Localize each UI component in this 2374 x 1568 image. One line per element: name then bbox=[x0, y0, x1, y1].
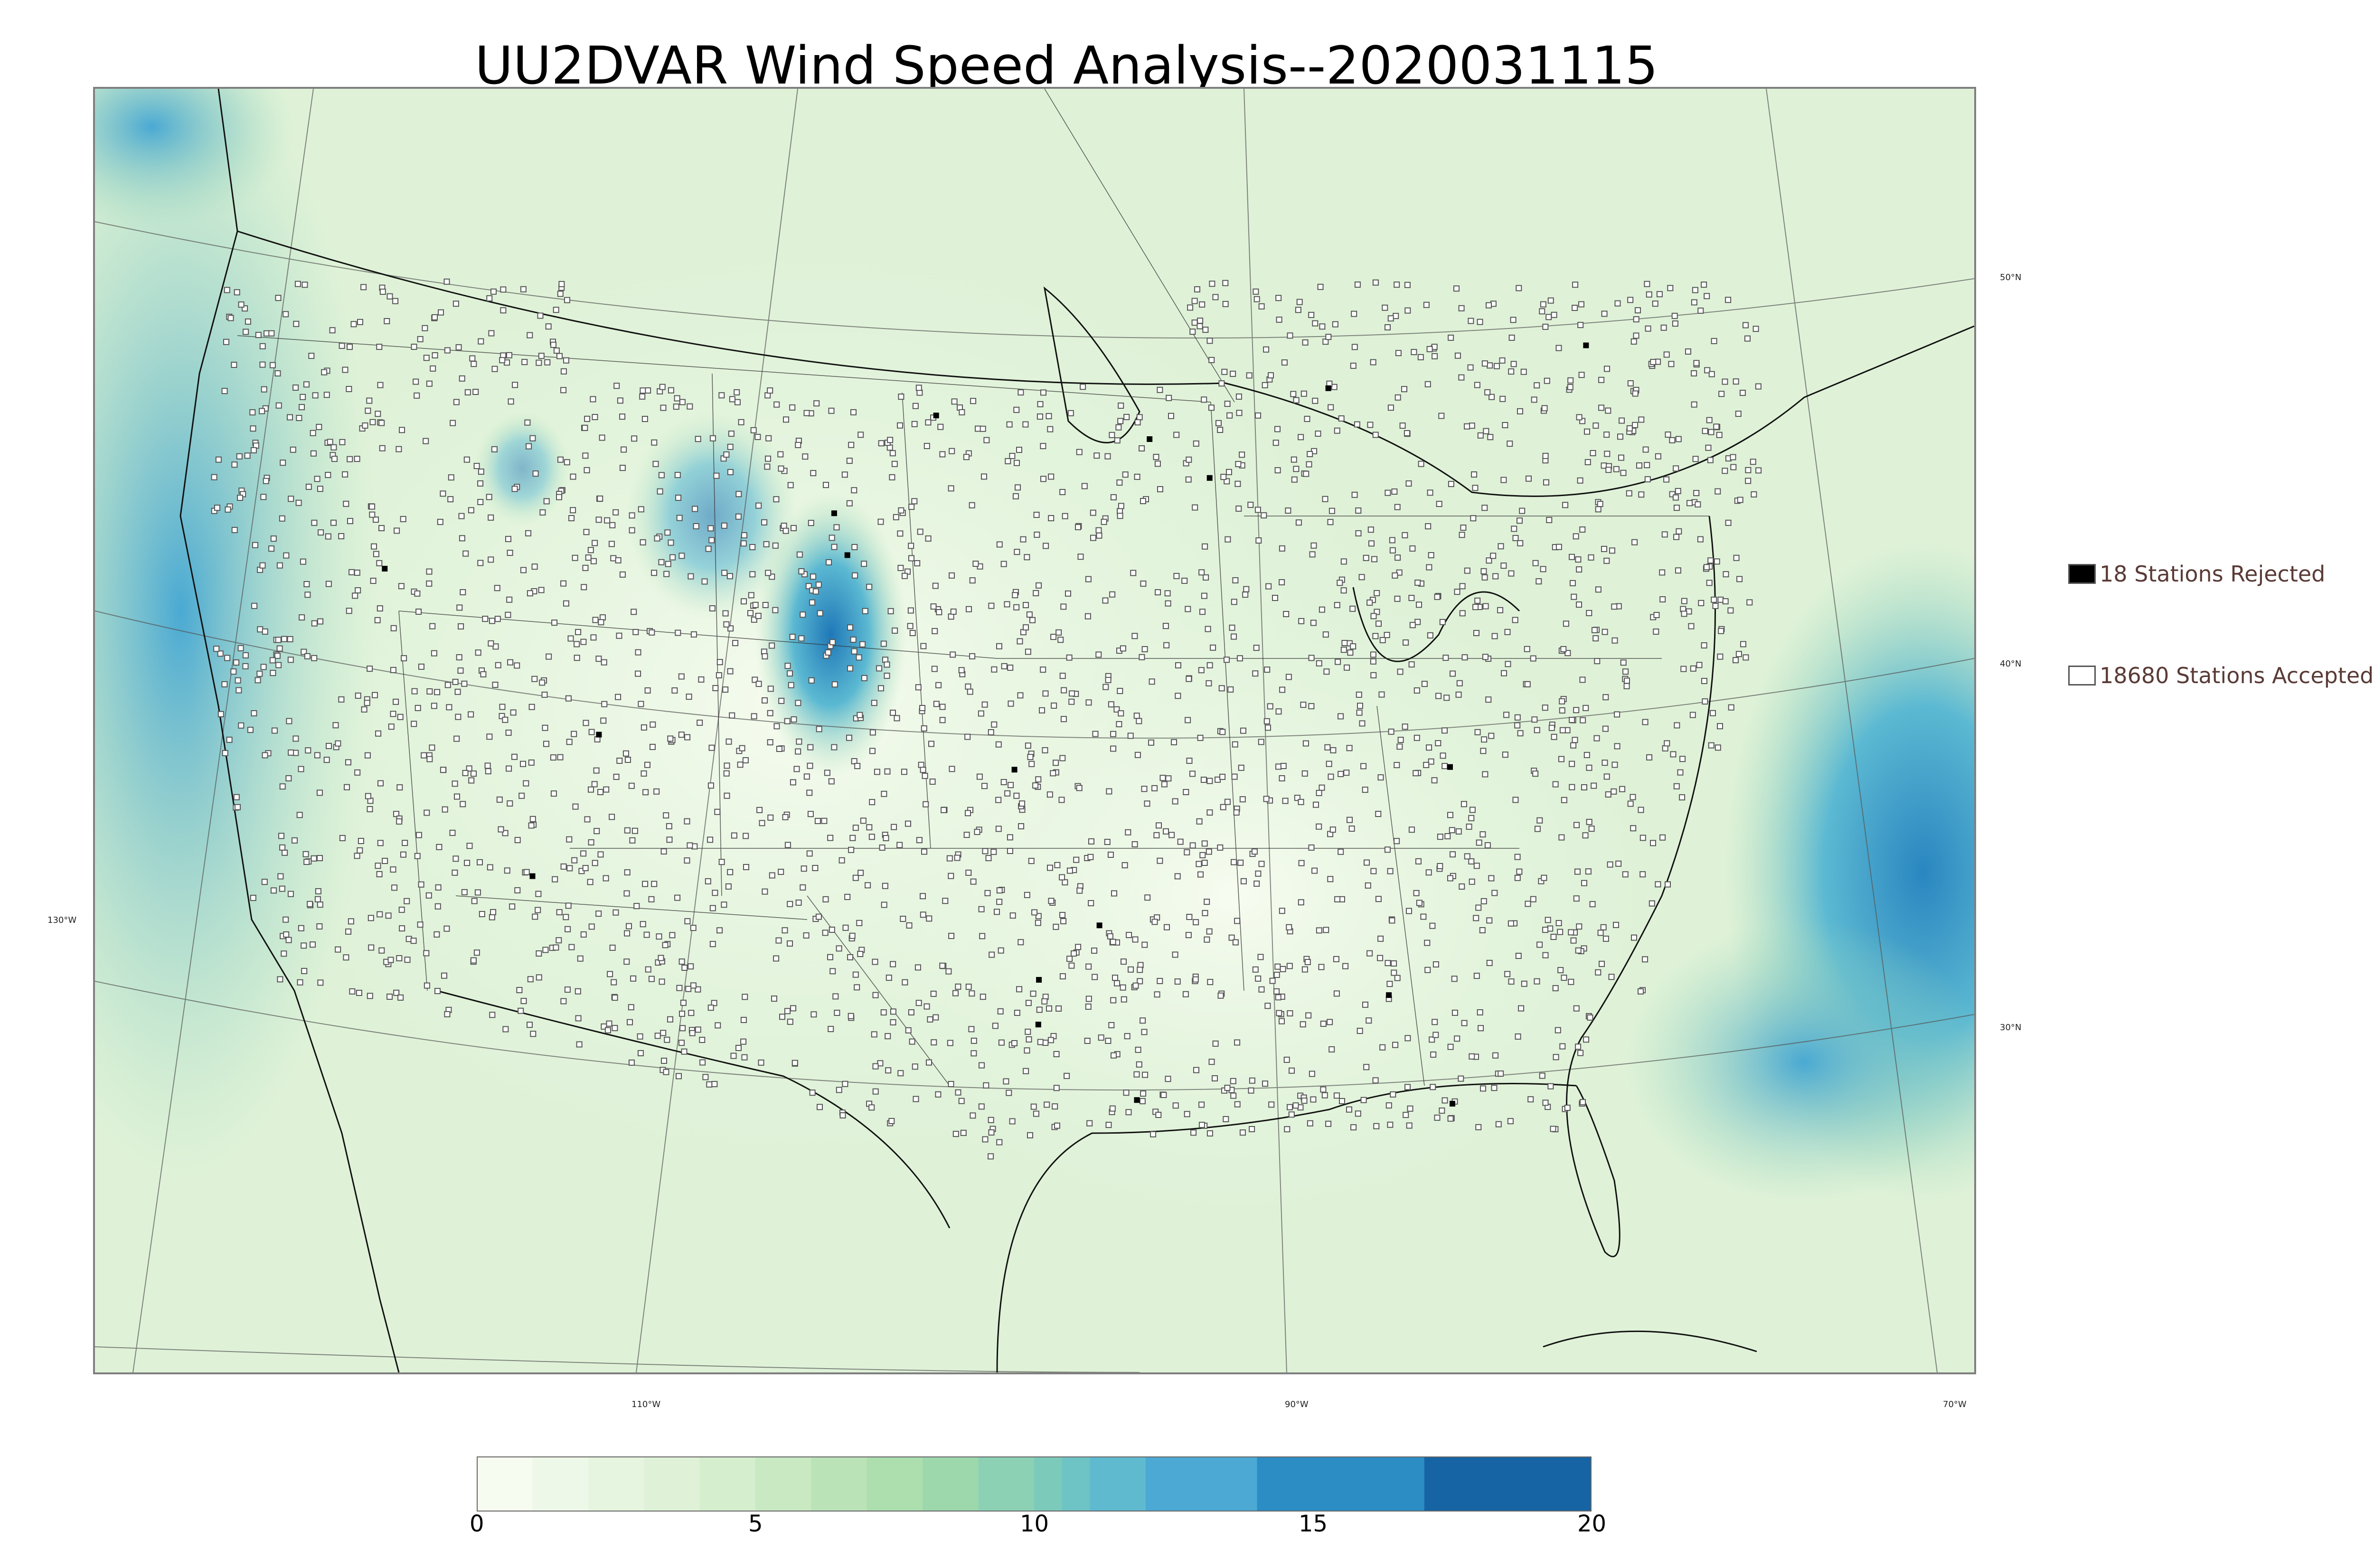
colorbar-bin bbox=[1090, 1456, 1146, 1512]
colorbar-bin bbox=[588, 1456, 644, 1512]
colorbar-bin bbox=[1257, 1456, 1425, 1512]
map-panel[interactable] bbox=[93, 87, 1976, 1374]
graticule bbox=[95, 89, 1974, 1372]
colorbar-bin bbox=[699, 1456, 756, 1512]
rejected-label: 18 Stations Rejected bbox=[2100, 561, 2326, 587]
accepted-swatch bbox=[2068, 666, 2096, 685]
colorbar-bin bbox=[1062, 1456, 1090, 1512]
colorbar-bin bbox=[811, 1456, 867, 1512]
colorbar-bin bbox=[978, 1456, 1035, 1512]
coastlines bbox=[179, 89, 1974, 1372]
station-markers bbox=[211, 278, 1762, 1160]
colorbar-bin bbox=[532, 1456, 589, 1512]
rocky-mountain-wind-max bbox=[755, 492, 907, 777]
colorbar-bin bbox=[1424, 1456, 1592, 1512]
wind-speed-map[interactable] bbox=[95, 89, 1974, 1372]
colorbar-bin bbox=[477, 1456, 533, 1512]
page-title: UU2DVAR Wind Speed Analysis--2020031115 bbox=[475, 35, 1658, 96]
lon-label-90: 90°W bbox=[1285, 1399, 1309, 1409]
lon-label-130: 130°W bbox=[47, 915, 77, 925]
colorbar-bin bbox=[1034, 1456, 1063, 1512]
lon-label-70: 70°W bbox=[1943, 1399, 1967, 1409]
colorbar-tick-label: 10 bbox=[1020, 1511, 1049, 1537]
lon-label-110: 110°W bbox=[631, 1399, 661, 1409]
colorbar-bin bbox=[923, 1456, 979, 1512]
colorbar-tick-label: 0 bbox=[470, 1511, 484, 1537]
legend-accepted: 18680 Stations Accepted bbox=[2068, 663, 2374, 688]
colorbar bbox=[477, 1456, 1592, 1512]
lat-label-30: 30°N bbox=[2000, 1023, 2022, 1033]
state-borders bbox=[237, 89, 1709, 1086]
colorbar-tick-label: 5 bbox=[748, 1511, 763, 1537]
lat-label-40: 40°N bbox=[2000, 659, 2022, 669]
rejected-swatch bbox=[2068, 564, 2096, 584]
colorbar-bin bbox=[867, 1456, 923, 1512]
rejected-station-markers bbox=[382, 342, 1589, 1107]
colorbar-tick-label: 15 bbox=[1299, 1511, 1328, 1537]
legend-rejected: 18 Stations Rejected bbox=[2068, 561, 2325, 587]
colorbar-bin bbox=[755, 1456, 811, 1512]
colorbar-tick-label: 20 bbox=[1577, 1511, 1607, 1537]
colorbar-bin bbox=[644, 1456, 700, 1512]
colorbar-bin bbox=[1145, 1456, 1258, 1512]
accepted-label: 18680 Stations Accepted bbox=[2100, 663, 2374, 688]
lat-label-50: 50°N bbox=[2000, 272, 2022, 282]
